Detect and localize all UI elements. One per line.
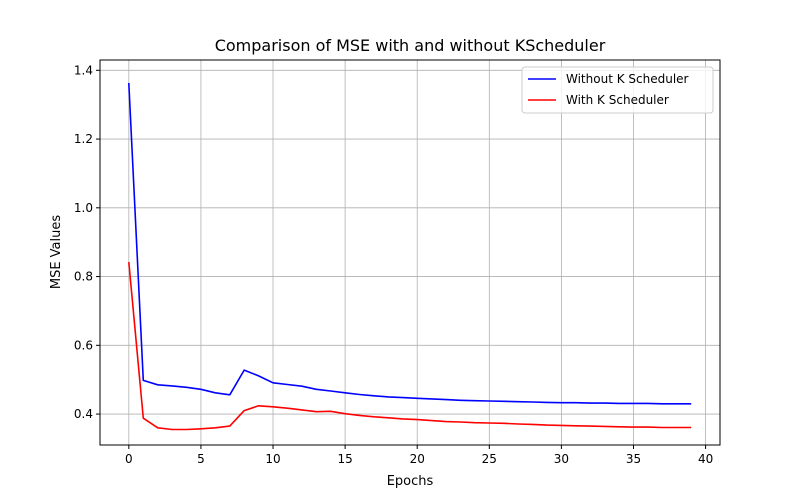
legend: Without K Scheduler With K Scheduler <box>521 66 714 114</box>
legend-label: Without K Scheduler <box>566 72 689 86</box>
y-tick-label: 1.2 <box>74 132 93 146</box>
x-tick-label: 35 <box>626 452 641 466</box>
x-tick-label: 5 <box>197 452 205 466</box>
series-group <box>128 82 692 431</box>
y-tick-label: 1.4 <box>74 63 93 77</box>
x-tick-label: 0 <box>125 452 133 466</box>
x-axis-ticks: 0 5 10 15 20 25 30 35 40 <box>125 445 713 466</box>
legend-label: With K Scheduler <box>566 93 669 107</box>
x-tick-label: 30 <box>554 452 569 466</box>
y-tick-label: 0.8 <box>74 270 93 284</box>
y-tick-label: 0.6 <box>74 338 93 352</box>
x-tick-label: 25 <box>482 452 497 466</box>
x-tick-label: 15 <box>337 452 352 466</box>
series-1 <box>128 82 692 405</box>
x-tick-label: 10 <box>265 452 280 466</box>
y-axis-ticks: 0.4 0.6 0.8 1.0 1.2 1.4 <box>74 63 100 421</box>
series-line <box>128 262 692 431</box>
x-tick-label: 40 <box>698 452 713 466</box>
y-tick-label: 1.0 <box>74 201 93 215</box>
x-tick-label: 20 <box>410 452 425 466</box>
x-axis-label: Epochs <box>387 474 434 489</box>
plot-frame <box>99 59 721 446</box>
series-2 <box>128 262 692 431</box>
series-line <box>128 82 692 405</box>
y-axis-label: MSE Values <box>49 215 64 290</box>
grid-lines <box>100 60 720 445</box>
chart-title: Comparison of MSE with and without KSche… <box>215 36 606 55</box>
y-tick-label: 0.4 <box>74 407 93 421</box>
legend-box <box>521 66 714 114</box>
